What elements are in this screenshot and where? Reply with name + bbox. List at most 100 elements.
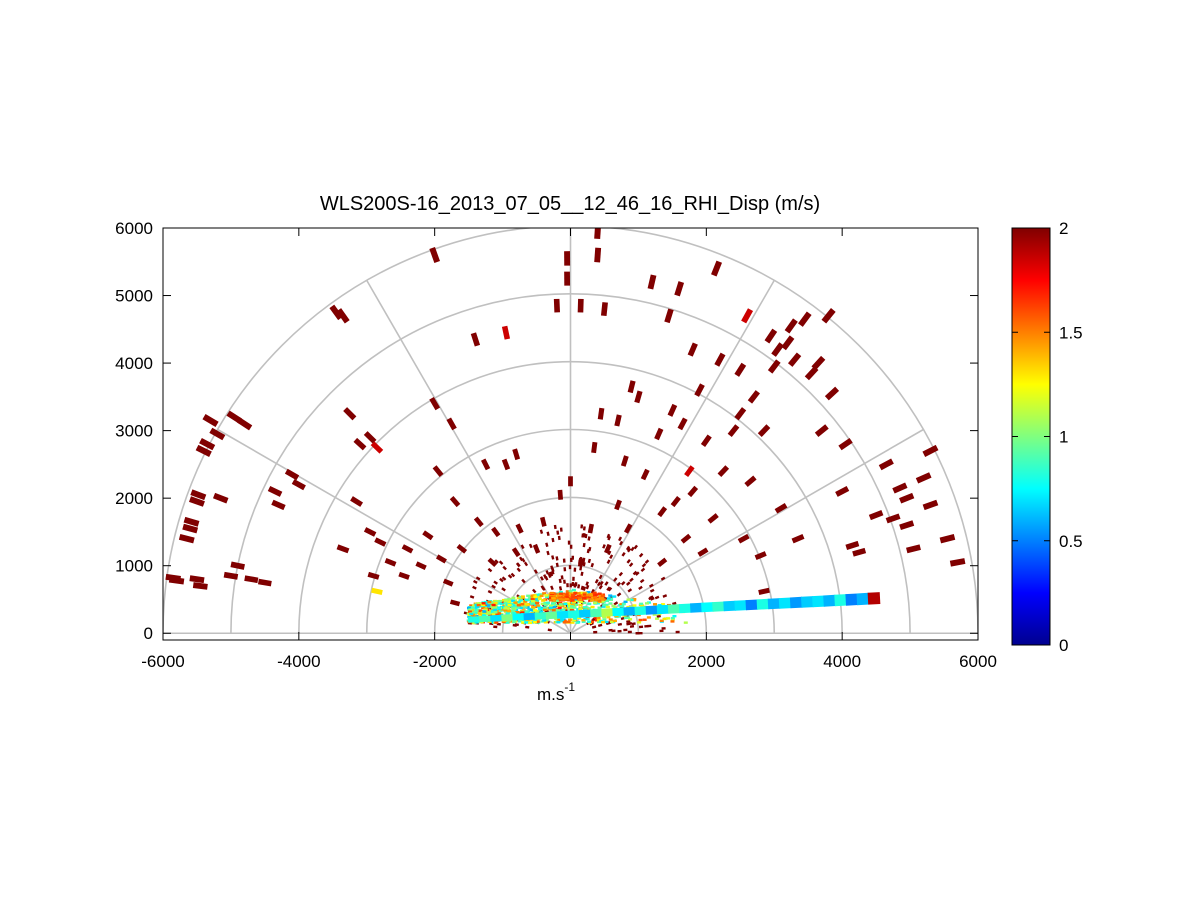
range-gate-mark bbox=[491, 526, 501, 538]
core-cluster-mark bbox=[604, 620, 609, 624]
core-cluster-mark bbox=[518, 595, 523, 599]
near-scan-mark bbox=[602, 544, 606, 549]
low-beam-segment bbox=[479, 615, 492, 623]
core-cluster-mark bbox=[520, 603, 525, 606]
range-gate-mark bbox=[878, 458, 894, 471]
range-gate-mark bbox=[687, 485, 699, 498]
core-cluster-mark bbox=[581, 619, 586, 622]
near-scan-mark bbox=[656, 614, 661, 618]
core-cluster-mark bbox=[600, 600, 605, 603]
core-cluster-mark bbox=[528, 621, 533, 624]
core-cluster-mark bbox=[532, 609, 537, 612]
near-scan-mark bbox=[597, 623, 603, 628]
range-gate-mark bbox=[594, 247, 602, 263]
near-scan-mark bbox=[648, 596, 653, 601]
core-cluster-mark bbox=[503, 599, 508, 603]
range-gate-mark bbox=[353, 437, 367, 451]
range-gate-mark bbox=[190, 489, 207, 501]
near-scan-mark bbox=[487, 589, 493, 594]
near-scan-mark bbox=[493, 625, 498, 629]
core-cluster-mark bbox=[582, 596, 587, 600]
range-gate-mark bbox=[435, 554, 447, 564]
grid-spoke bbox=[569, 279, 775, 634]
core-cluster-mark bbox=[564, 593, 569, 596]
core-cluster-mark bbox=[548, 594, 553, 597]
core-cluster-mark bbox=[550, 591, 555, 595]
range-gate-mark bbox=[744, 475, 757, 488]
core-cluster-mark bbox=[572, 606, 577, 609]
range-gate-mark bbox=[336, 308, 350, 324]
core-cluster-mark bbox=[527, 597, 532, 600]
range-gate-mark bbox=[684, 465, 695, 478]
core-cluster-mark bbox=[490, 611, 495, 614]
core-cluster-mark bbox=[524, 621, 529, 624]
range-gate-mark bbox=[401, 544, 414, 554]
range-gate-mark bbox=[741, 308, 754, 324]
low-beam-segment bbox=[523, 612, 536, 621]
core-cluster-mark bbox=[593, 616, 598, 619]
near-scan-mark bbox=[510, 572, 516, 578]
range-gate-mark bbox=[456, 543, 468, 554]
core-cluster-mark bbox=[655, 617, 660, 620]
core-cluster-mark bbox=[534, 610, 539, 614]
core-cluster-mark bbox=[570, 603, 575, 606]
core-cluster-mark bbox=[523, 600, 528, 603]
near-scan-mark bbox=[543, 574, 547, 579]
near-scan-mark bbox=[567, 540, 571, 545]
range-gate-mark bbox=[557, 489, 564, 500]
core-cluster-mark bbox=[570, 598, 575, 601]
core-cluster-mark bbox=[566, 602, 571, 605]
core-cluster-mark bbox=[507, 598, 512, 601]
core-cluster-mark bbox=[611, 604, 616, 608]
core-cluster-mark bbox=[529, 608, 534, 612]
range-gate-mark bbox=[657, 557, 668, 567]
core-cluster-mark bbox=[483, 603, 488, 607]
core-cluster-mark bbox=[555, 609, 560, 612]
low-beam-segment bbox=[867, 592, 881, 605]
range-gate-mark bbox=[183, 516, 200, 527]
near-scan-mark bbox=[630, 546, 635, 552]
range-gate-mark bbox=[734, 407, 747, 421]
range-gate-mark bbox=[429, 396, 441, 411]
core-cluster-mark bbox=[475, 611, 480, 615]
core-cluster-mark bbox=[593, 596, 598, 599]
range-gate-mark bbox=[687, 342, 698, 357]
near-scan-mark bbox=[571, 581, 575, 587]
range-gate-mark bbox=[922, 444, 939, 457]
core-cluster-mark bbox=[488, 602, 493, 606]
low-beam-segment bbox=[467, 616, 481, 623]
near-scan-mark bbox=[620, 580, 626, 586]
range-gate-mark bbox=[892, 482, 908, 494]
range-gate-mark bbox=[697, 547, 709, 557]
low-beam-segment bbox=[789, 596, 803, 609]
near-scan-mark bbox=[621, 551, 626, 557]
data-layer bbox=[165, 228, 966, 635]
range-gate-mark bbox=[634, 390, 643, 404]
core-cluster-mark bbox=[503, 610, 508, 613]
range-gate-mark bbox=[487, 557, 498, 568]
near-scan-mark bbox=[675, 630, 680, 634]
low-beam-segment bbox=[656, 604, 670, 615]
core-cluster-mark bbox=[558, 608, 563, 612]
near-scan-mark bbox=[618, 571, 624, 577]
range-gate-mark bbox=[209, 427, 226, 441]
range-gate-mark bbox=[667, 403, 678, 417]
x-axis-label-exponent: -1 bbox=[564, 680, 575, 694]
range-gate-mark bbox=[511, 547, 521, 558]
core-cluster-mark bbox=[599, 597, 604, 600]
range-gate-mark bbox=[336, 544, 350, 554]
y-tick-label: 6000 bbox=[115, 219, 153, 238]
core-cluster-mark bbox=[609, 620, 614, 624]
near-scan-mark bbox=[618, 536, 623, 542]
low-beam-segment bbox=[623, 606, 636, 616]
core-cluster-mark bbox=[594, 619, 599, 622]
core-cluster-mark bbox=[552, 592, 557, 596]
y-tick-label: 1000 bbox=[115, 557, 153, 576]
low-beam-segment bbox=[645, 605, 659, 615]
core-cluster-mark bbox=[606, 616, 611, 619]
core-cluster-mark bbox=[592, 601, 597, 605]
near-scan-mark bbox=[644, 559, 650, 564]
core-cluster-mark bbox=[552, 605, 557, 609]
range-gate-mark bbox=[182, 523, 199, 534]
near-scan-mark bbox=[566, 583, 569, 588]
